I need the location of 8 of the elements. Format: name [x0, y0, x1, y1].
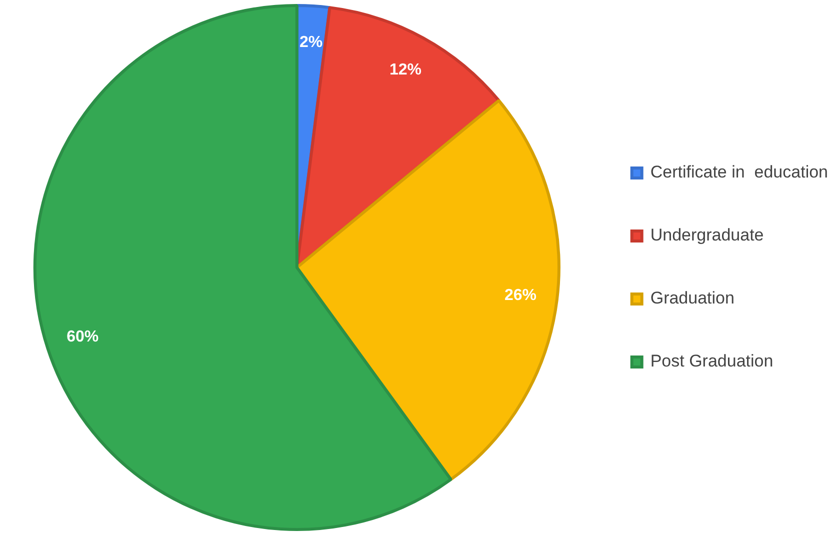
- data-label: 2%: [300, 34, 323, 52]
- data-label: 60%: [66, 328, 99, 346]
- legend-label: Certificate in education: [650, 162, 828, 182]
- legend-label: Undergraduate: [650, 226, 764, 245]
- data-label: 26%: [504, 287, 536, 304]
- legend-label: Graduation: [650, 288, 734, 308]
- data-label: 12%: [389, 61, 422, 78]
- legend-label: Post Graduation: [650, 352, 774, 371]
